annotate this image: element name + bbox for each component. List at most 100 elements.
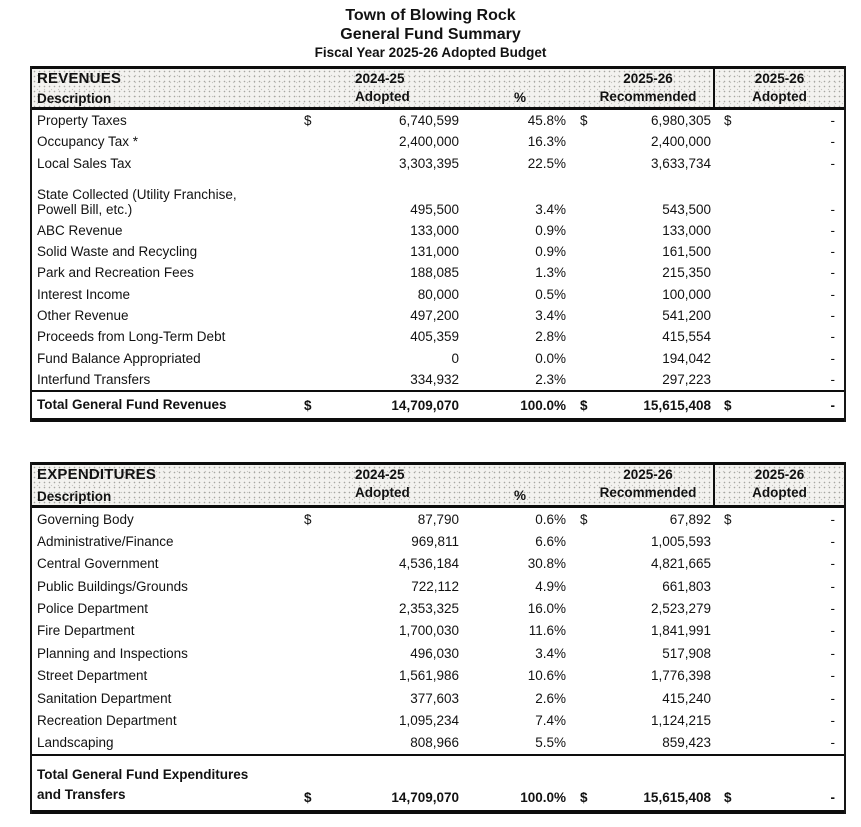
percent-value: 2.3% (535, 371, 566, 387)
amount-2025-26-adopted: - (830, 350, 836, 366)
amount-2025-26-recommended: 4,821,665 (650, 556, 711, 572)
percent-value: 0.6% (535, 511, 566, 527)
percent-value: 3.4% (535, 307, 566, 323)
table-row: Occupancy Tax * 2,400,000 16.3% 2,400,00… (32, 131, 844, 152)
percent-value: 3.4% (535, 201, 566, 217)
row-label: Recreation Department (32, 713, 298, 728)
row-label-line1: Police Department (37, 601, 149, 617)
total-2025-26-recommended: 15,615,408 (643, 790, 711, 805)
row-label-line1: ABC Revenue (37, 222, 123, 238)
dollar-sign: $ (304, 397, 312, 413)
amount-2024-25-adopted: 0 (451, 350, 459, 366)
row-label-line1: Administrative/Finance (37, 534, 174, 550)
dollar-sign: $ (304, 113, 312, 129)
row-label-line1: Park and Recreation Fees (37, 265, 194, 281)
amount-2025-26-adopted: - (830, 307, 836, 323)
amount-2024-25-adopted: 80,000 (417, 286, 459, 302)
description-column-header: Description (37, 91, 112, 106)
revenues-header-left: REVENUES Description (37, 69, 121, 107)
total-label: Total General Fund Expenditures and Tran… (32, 765, 298, 805)
amount-2024-25-adopted: 1,095,234 (398, 712, 459, 728)
row-label-line1: State Collected (Utility Franchise, (37, 186, 237, 202)
amount-2025-26-adopted: - (830, 735, 836, 751)
percent-value: 2.8% (535, 329, 566, 345)
row-label: Other Revenue (32, 308, 298, 323)
column-sublabel: Recommended (599, 485, 697, 500)
total-label-line1: Total General Fund Expenditures (37, 767, 249, 782)
amount-2025-26-recommended: 1,005,593 (650, 534, 711, 550)
total-label: Total General Fund Revenues (32, 395, 298, 415)
total-2024-25-adopted: 14,709,070 (391, 397, 459, 413)
amount-2025-26-recommended: 415,240 (662, 690, 711, 706)
amount-2024-25-adopted: 969,811 (411, 534, 459, 550)
section-title: REVENUES (37, 70, 122, 87)
document-header: Town of Blowing Rock General Fund Summar… (0, 6, 861, 61)
percent-value: 10.6% (527, 668, 566, 684)
table-row: Local Sales Tax 3,303,395 22.5% 3,633,73… (32, 153, 844, 174)
amount-2025-26-recommended: 2,400,000 (650, 134, 711, 150)
amount-2025-26-adopted: - (830, 623, 836, 639)
amount-2025-26-recommended: 2,523,279 (650, 601, 711, 617)
amount-2024-25-adopted: 377,603 (410, 690, 459, 706)
row-label-line1: Governing Body (37, 511, 134, 527)
table-row: Fire Department 1,700,030 11.6% 1,841,99… (32, 620, 844, 642)
amount-2025-26-recommended: 3,633,734 (650, 155, 711, 171)
amount-2025-26-adopted: - (830, 712, 836, 728)
amount-2025-26-recommended: 543,500 (662, 201, 711, 217)
column-header-2025-26-adopted: 2025-26 Adopted (713, 69, 844, 107)
row-label-line1: Fund Balance Appropriated (37, 350, 201, 366)
amount-2024-25-adopted: 1,700,030 (398, 623, 459, 639)
row-label: Landscaping (32, 735, 298, 750)
row-label: Local Sales Tax (32, 156, 298, 171)
table-row: State Collected (Utility Franchise, Powe… (32, 174, 844, 220)
amount-2025-26-recommended: 1,124,215 (650, 712, 711, 728)
row-label: Fire Department (32, 623, 298, 638)
row-label-line1: Proceeds from Long-Term Debt (37, 329, 226, 345)
description-column-header: Description (37, 489, 112, 504)
amount-2024-25-adopted: 722,112 (411, 578, 459, 594)
revenues-header: REVENUES Description 2024-25 Adopted % 2… (32, 66, 844, 110)
percent-value: 0.9% (535, 244, 566, 260)
row-label-line1: Local Sales Tax (37, 155, 132, 171)
row-label-line1: Property Taxes (37, 113, 127, 129)
column-sublabel: Adopted (752, 485, 807, 500)
dollar-sign: $ (724, 113, 732, 129)
column-year: 2024-25 (355, 467, 405, 482)
total-percent: 100.0% (520, 790, 566, 805)
total-label-line1: Total General Fund Revenues (37, 397, 227, 412)
row-label-line1: Solid Waste and Recycling (37, 244, 198, 260)
row-label: Police Department (32, 601, 298, 616)
amount-2025-26-recommended: 133,000 (662, 222, 711, 238)
table-row: Street Department 1,561,986 10.6% 1,776,… (32, 665, 844, 687)
row-label-line1: Occupancy Tax * (37, 134, 139, 150)
amount-2025-26-recommended: 67,892 (669, 511, 711, 527)
row-label-line1: Interest Income (37, 286, 131, 302)
table-row: Planning and Inspections 496,030 3.4% 51… (32, 642, 844, 664)
column-header-2025-26-recommended: 2025-26 Recommended (583, 70, 713, 106)
document-title-line-1: Town of Blowing Rock (345, 7, 516, 24)
amount-2025-26-recommended: 6,980,305 (650, 113, 711, 129)
amount-2025-26-adopted: - (830, 201, 836, 217)
expenditures-rows: Governing Body $ 87,790 0.6% $ 67,892 $ … (32, 508, 844, 754)
table-row: Proceeds from Long-Term Debt 405,359 2.8… (32, 326, 844, 347)
section-title: EXPENDITURES (37, 466, 157, 483)
dollar-sign: $ (724, 790, 732, 805)
percent-value: 11.6% (528, 623, 566, 639)
percent-value: 4.9% (535, 578, 566, 594)
amount-2025-26-adopted: - (830, 690, 836, 706)
percent-value: 2.6% (535, 690, 566, 706)
amount-2025-26-adopted: - (830, 265, 836, 281)
dollar-sign: $ (304, 790, 312, 805)
revenues-total-row: Total General Fund Revenues $ 14,709,070… (32, 390, 844, 422)
amount-2024-25-adopted: 2,353,325 (398, 601, 459, 617)
row-label-line1: Sanitation Department (37, 690, 172, 706)
percent-column-header: % (514, 488, 527, 503)
amount-2025-26-recommended: 161,500 (662, 244, 711, 260)
amount-2024-25-adopted: 808,966 (410, 735, 459, 751)
column-sublabel: Adopted (355, 89, 410, 104)
amount-2025-26-adopted: - (830, 286, 836, 302)
row-label-line1: Landscaping (37, 735, 114, 751)
table-row: Administrative/Finance 969,811 6.6% 1,00… (32, 530, 844, 552)
dollar-sign: $ (580, 511, 588, 527)
row-label: Street Department (32, 668, 298, 683)
